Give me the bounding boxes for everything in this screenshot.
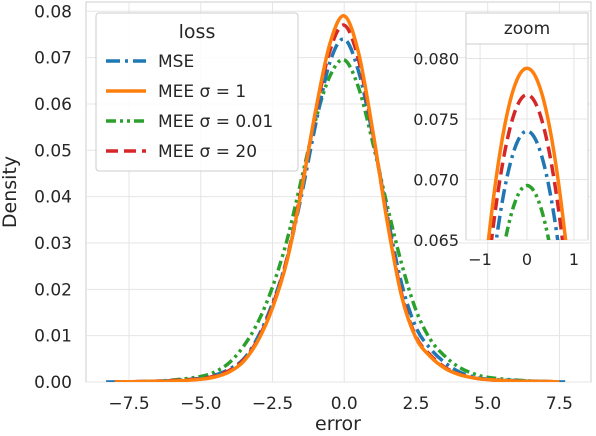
series-line-mee-0-01 xyxy=(114,57,560,382)
y-tick-label: 0.01 xyxy=(34,327,72,347)
inset-series-group xyxy=(486,66,568,240)
main-series-group xyxy=(106,14,566,382)
main-x-ticks: −7.5 −5.0 −2.5 0.0 2.5 5.0 7.5 xyxy=(108,394,573,414)
y-tick-label: 0.05 xyxy=(34,141,72,161)
inset-y-tick-label: 0.075 xyxy=(413,110,459,129)
series-line-mse xyxy=(106,37,566,382)
legend-label: MEE σ = 20 xyxy=(158,142,257,162)
legend-label: MSE xyxy=(158,52,194,72)
y-tick-label: 0.07 xyxy=(34,49,72,69)
inset-title-box xyxy=(465,12,589,45)
x-tick-label: 7.5 xyxy=(546,394,573,414)
y-tick-label: 0.03 xyxy=(34,234,72,254)
legend-label: MEE σ = 0.01 xyxy=(158,112,273,132)
x-tick-label: −7.5 xyxy=(108,394,149,414)
inset-y-tick-label: 0.080 xyxy=(413,50,459,69)
legend-box xyxy=(95,12,299,172)
x-tick-label: 5.0 xyxy=(474,394,501,414)
inset-y-tick-label: 0.070 xyxy=(413,171,459,190)
inset-x-tick-label: 1 xyxy=(569,250,579,269)
series-line-mee-1 xyxy=(114,14,560,382)
y-tick-label: 0.08 xyxy=(34,2,72,22)
inset-series-line-mee-20 xyxy=(489,93,565,240)
inset-y-ticks: 0.065 0.070 0.075 0.080 xyxy=(413,50,459,250)
y-tick-label: 0.06 xyxy=(34,95,72,115)
inset-x-ticks: −1 0 1 xyxy=(468,250,579,269)
inset-series-line-mee-1 xyxy=(486,66,568,240)
zoom-inset: −1 0 1 0.065 0.070 0.075 0.080 zoom xyxy=(413,12,589,269)
y-axis-label: Density xyxy=(0,156,21,228)
x-tick-label: 0.0 xyxy=(331,394,358,414)
inset-series-line-mse xyxy=(494,129,560,240)
inset-y-tick-label: 0.065 xyxy=(413,231,459,250)
y-tick-label: 0.00 xyxy=(34,373,72,393)
inset-title: zoom xyxy=(504,19,550,39)
inset-x-tick-label: 0 xyxy=(522,250,532,269)
x-axis-label: error xyxy=(315,413,361,435)
x-tick-label: 2.5 xyxy=(402,394,429,414)
x-tick-label: −5.0 xyxy=(180,394,221,414)
y-tick-label: 0.02 xyxy=(34,280,72,300)
inset-x-tick-label: −1 xyxy=(468,250,492,269)
main-y-ticks: 0.00 0.01 0.02 0.03 0.04 0.05 0.06 0.07 0.08 xyxy=(34,2,72,393)
legend-items: MSE MEE σ = 1 MEE σ = 0.01 MEE σ = 20 xyxy=(106,52,273,162)
legend: loss MSE MEE σ = 1 MEE σ = 0.01 MEE σ = 20 xyxy=(95,12,299,172)
legend-title: loss xyxy=(179,21,216,43)
inset-grid xyxy=(466,44,588,241)
x-tick-label: −2.5 xyxy=(252,394,293,414)
legend-label: MEE σ = 1 xyxy=(158,82,246,102)
inset-series-line-mee-0-01 xyxy=(503,183,551,240)
y-tick-label: 0.04 xyxy=(34,188,72,208)
series-line-mee-20 xyxy=(114,23,560,382)
